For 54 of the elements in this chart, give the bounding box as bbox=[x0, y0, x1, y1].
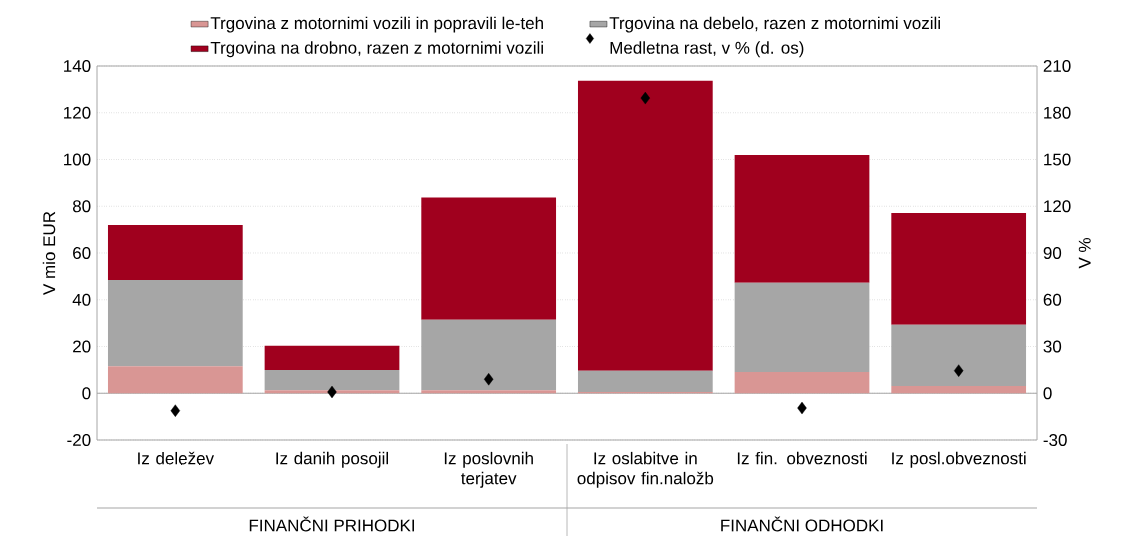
y2-tick-label: 150 bbox=[1044, 153, 1071, 166]
text: FINANČNI PRIHODKI bbox=[249, 516, 414, 532]
y-tick-label: 140 bbox=[64, 59, 91, 73]
bar bbox=[577, 80, 713, 371]
bar bbox=[421, 197, 557, 320]
bar bbox=[734, 282, 870, 372]
y2-axis-title: V % bbox=[1078, 238, 1091, 269]
bar bbox=[891, 324, 1027, 386]
x-tick-label: Iz posl.obveznosti bbox=[892, 451, 1026, 468]
legend-label: Trgovina z motornimi vozili in popravili le-teh bbox=[210, 16, 543, 33]
y-tick-label: 120 bbox=[64, 106, 91, 119]
x-tick-label: Iz poslovnih terjatev bbox=[444, 451, 533, 488]
y2-tick-label: 180 bbox=[1044, 106, 1071, 119]
y-tick-label: 100 bbox=[64, 153, 91, 166]
y-tick-label: -20 bbox=[67, 433, 91, 447]
bar bbox=[107, 280, 243, 367]
point bbox=[483, 373, 494, 386]
bar bbox=[421, 390, 557, 394]
legend-label: Trgovina na debelo, razen z motornimi vozili bbox=[609, 16, 940, 33]
y2-tick-label: 120 bbox=[1044, 200, 1071, 213]
bar bbox=[421, 319, 557, 391]
point bbox=[953, 364, 964, 377]
y2-tick-label: -30 bbox=[1043, 433, 1067, 447]
bar bbox=[264, 345, 400, 371]
point bbox=[797, 401, 807, 415]
y2-tick-label: 60 bbox=[1043, 293, 1062, 306]
y-axis-title: V mio EUR bbox=[42, 211, 56, 295]
y-tick-label: 0 bbox=[82, 387, 91, 400]
point bbox=[327, 385, 337, 399]
y-tick-label: 80 bbox=[72, 200, 91, 213]
bar bbox=[891, 386, 1027, 394]
x-tick-label: Iz danih posojil bbox=[276, 451, 388, 468]
point bbox=[640, 91, 651, 105]
x-tick-label: Iz fin. obveznosti bbox=[737, 451, 867, 465]
bar bbox=[264, 370, 400, 391]
bar bbox=[891, 213, 1027, 325]
x-tick-label: Iz deležev bbox=[138, 451, 214, 465]
y-tick-label: 60 bbox=[73, 246, 91, 260]
bar bbox=[734, 371, 870, 394]
y-tick-label: 40 bbox=[72, 293, 91, 306]
bar bbox=[107, 224, 243, 281]
legend-label: Medletna rast, v % (d. os) bbox=[610, 41, 804, 58]
y2-tick-label: 30 bbox=[1043, 340, 1062, 353]
bar bbox=[734, 155, 870, 283]
text: FINANČNI ODHODKI bbox=[721, 516, 883, 532]
y2-tick-label: 210 bbox=[1043, 59, 1071, 73]
point bbox=[170, 404, 181, 417]
legend-label: Trgovina na drobno, razen z motornimi vozili bbox=[210, 41, 543, 58]
bar bbox=[107, 366, 243, 394]
bar bbox=[264, 390, 400, 394]
y2-tick-label: 90 bbox=[1043, 246, 1062, 260]
y-tick-label: 20 bbox=[73, 340, 91, 353]
y2-tick-label: 0 bbox=[1043, 387, 1052, 400]
x-tick-label: Iz oslabitve in odpisov fin.naložb bbox=[577, 451, 714, 488]
